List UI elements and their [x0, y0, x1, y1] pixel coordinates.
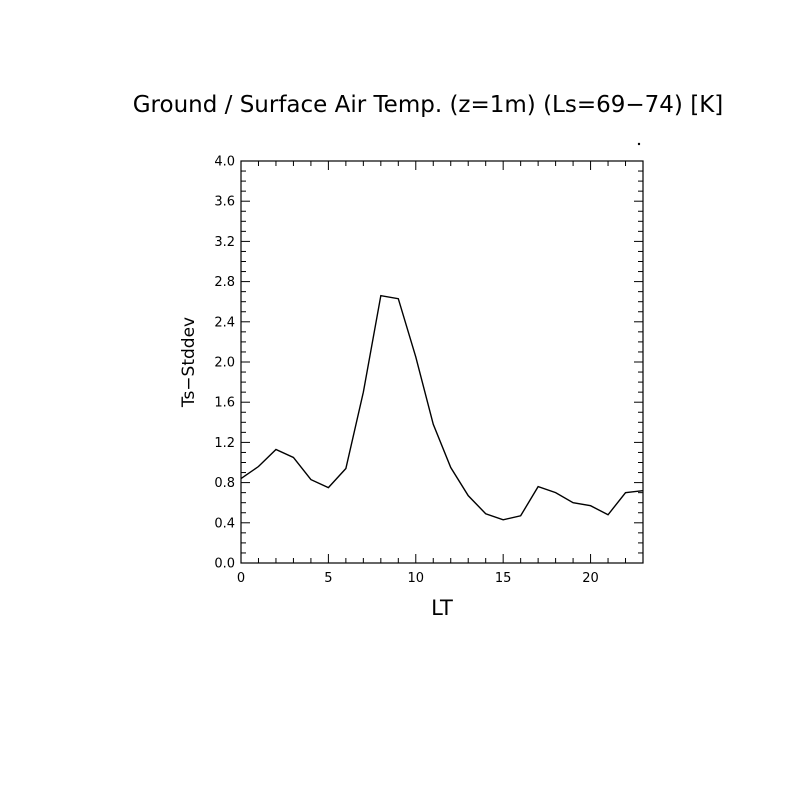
- y-tick-label: 3.2: [214, 235, 235, 250]
- x-tick-label: 15: [495, 571, 512, 586]
- corner-dot: [637, 142, 641, 146]
- y-tick-label: 2.8: [214, 275, 235, 290]
- y-tick-label: 2.0: [214, 356, 235, 371]
- y-tick-label: 2.4: [214, 315, 235, 330]
- plot-area: 0.0 0.4 0.8 1.2 1.6 2.0 2.4 2.8 3.2 3.6 4.0 0 5 10 15 2…: [214, 155, 644, 586]
- x-tick-label: 20: [582, 571, 599, 586]
- x-tick-label: 0: [237, 571, 245, 586]
- y-tick-label: 3.6: [214, 195, 235, 210]
- x-tick-label: 5: [324, 571, 332, 586]
- y-tick-label: 4.0: [214, 155, 235, 170]
- y-axis-label: Ts−Stddev: [179, 317, 199, 408]
- chart-title: Ground / Surface Air Temp. (z=1m) (Ls=69…: [133, 92, 724, 118]
- y-tick-label: 1.2: [214, 436, 235, 451]
- y-tick-label: 0.8: [214, 476, 235, 491]
- plot-frame: [240, 160, 644, 564]
- series-line: [240, 294, 644, 521]
- y-tick-label: 0.4: [214, 516, 235, 531]
- y-tick-label: 1.6: [214, 396, 235, 411]
- x-tick-label: 10: [408, 571, 425, 586]
- x-axis-label: LT: [431, 596, 453, 620]
- y-tick-label: 0.0: [214, 557, 235, 572]
